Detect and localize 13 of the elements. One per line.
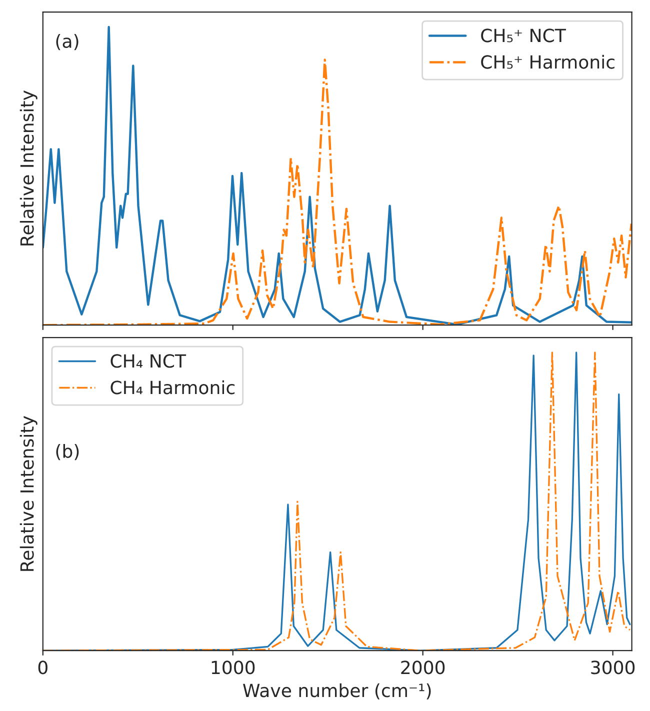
legend-label: CH₄ Harmonic (110, 380, 235, 394)
y-axis-title: Relative Intensity (20, 416, 38, 571)
x-tick-label: 3000 (591, 660, 635, 674)
annotation: (b) (56, 444, 79, 460)
legend-label: CH₄ NCT (110, 354, 186, 368)
x-tick-label: 0 (38, 660, 48, 674)
x-axis-title: Wave number (cm⁻¹) (243, 683, 431, 700)
annotation: (a) (56, 34, 78, 50)
legend-label: CH₅⁺ Harmonic (481, 54, 614, 69)
legend-label: CH₅⁺ NCT (481, 28, 566, 42)
y-axis-title: Relative Intensity (20, 90, 38, 246)
x-tick-label: 2000 (401, 660, 445, 674)
x-tick-label: 1000 (212, 660, 255, 674)
